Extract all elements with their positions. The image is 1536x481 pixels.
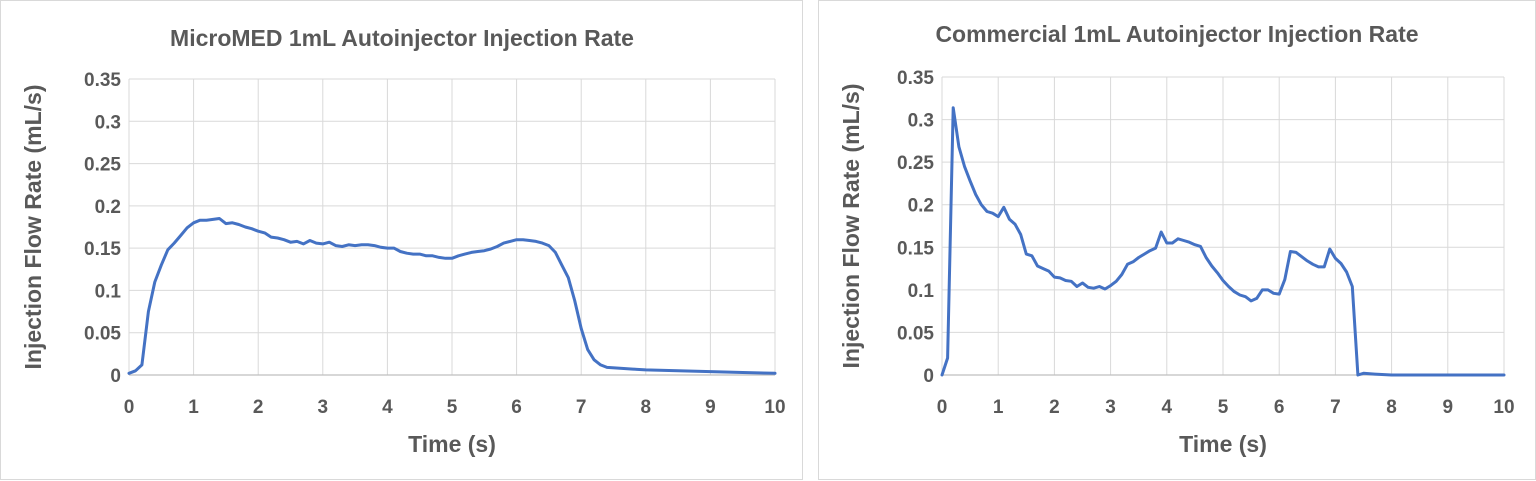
x-tick-label: 6 <box>1274 397 1285 418</box>
x-tick-label: 8 <box>641 397 652 418</box>
x-tick-label: 1 <box>188 397 199 418</box>
x-tick-label: 1 <box>993 397 1004 418</box>
y-tick-label: 0.15 <box>897 238 934 259</box>
y-axis-label: Injection Flow Rate (mL/s) <box>20 85 46 370</box>
x-tick-label: 3 <box>1105 397 1116 418</box>
series-line-commercial <box>940 106 1506 377</box>
x-tick-label: 5 <box>447 397 458 418</box>
y-tick-label: 0.3 <box>95 112 121 133</box>
chart-svg-commercial: Commercial 1mL Autoinjector Injection Ra… <box>838 21 1515 457</box>
y-tick-label: 0.25 <box>84 155 121 176</box>
x-tick-label: 2 <box>1049 397 1060 418</box>
y-tick-label: 0.1 <box>95 281 122 302</box>
x-axis-label: Time (s) <box>408 431 496 457</box>
x-tick-label: 0 <box>124 397 135 418</box>
chart-panel-micromed: MicroMED 1mL Autoinjector Injection Rate… <box>0 0 803 480</box>
x-tick-label: 4 <box>1162 397 1173 418</box>
y-tick-label: 0 <box>923 366 934 387</box>
y-tick-label: 0.05 <box>84 324 121 345</box>
y-tick-label: 0.2 <box>95 197 121 218</box>
chart-svg-micromed: MicroMED 1mL Autoinjector Injection Rate… <box>20 25 786 457</box>
y-tick-label: 0.35 <box>84 70 121 91</box>
y-tick-label: 0.1 <box>908 281 935 302</box>
x-tick-label: 2 <box>253 397 264 418</box>
x-tick-label: 6 <box>511 397 522 418</box>
y-tick-label: 0.35 <box>897 68 934 89</box>
series-line-micromed <box>127 217 777 375</box>
y-tick-label: 0 <box>110 366 121 387</box>
x-tick-label: 9 <box>705 397 716 418</box>
x-tick-label: 10 <box>1493 397 1514 418</box>
y-tick-label: 0.15 <box>84 239 121 260</box>
x-tick-label: 4 <box>382 397 393 418</box>
x-tick-label: 5 <box>1218 397 1229 418</box>
x-tick-label: 10 <box>764 397 785 418</box>
y-axis-label: Injection Flow Rate (mL/s) <box>838 84 864 369</box>
x-tick-label: 0 <box>937 397 948 418</box>
x-tick-label: 3 <box>318 397 329 418</box>
y-tick-label: 0.25 <box>897 153 934 174</box>
x-tick-label: 9 <box>1443 397 1454 418</box>
x-tick-label: 7 <box>1330 397 1341 418</box>
y-tick-label: 0.3 <box>908 111 934 132</box>
y-tick-label: 0.2 <box>908 196 934 217</box>
x-tick-label: 7 <box>576 397 587 418</box>
x-axis-label: Time (s) <box>1179 431 1267 457</box>
chart-title: Commercial 1mL Autoinjector Injection Ra… <box>935 21 1418 47</box>
chart-panel-commercial: Commercial 1mL Autoinjector Injection Ra… <box>818 0 1536 480</box>
y-tick-label: 0.05 <box>897 323 934 344</box>
chart-title: MicroMED 1mL Autoinjector Injection Rate <box>170 25 634 51</box>
x-tick-label: 8 <box>1386 397 1397 418</box>
